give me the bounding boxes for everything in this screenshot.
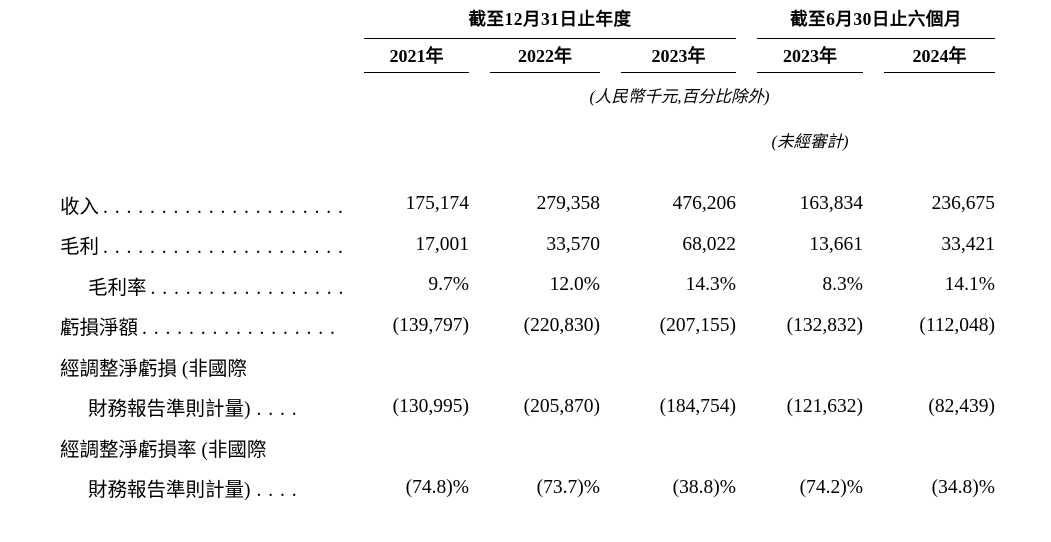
row-label: 收入	[60, 196, 100, 218]
unit-note-row: (人民幣千元,百分比除外)	[60, 72, 1051, 117]
cell-value: (121,632)	[786, 395, 863, 417]
row-label: 經調整淨虧損率 (非國際	[60, 439, 267, 461]
row-label-cell: 財務報告準則計量) . . . .	[60, 473, 343, 502]
year-header-2024-interim: 2024年	[884, 38, 995, 73]
cell-value: (207,155)	[659, 314, 736, 336]
cell-value: (132,832)	[786, 314, 863, 336]
cell-value: 175,174	[405, 193, 469, 215]
cell-value: (205,870)	[523, 395, 600, 417]
leader-dots: . . . .	[256, 399, 298, 421]
column-group-header-row: 截至12月31日止年度 截至6月30日止六個月	[60, 0, 1051, 39]
table-row-adjusted-net-loss-rate-line2: 財務報告準則計量) . . . . (74.8)% (73.7)% (38.8)…	[60, 468, 1051, 509]
leader-dots: . . . .	[256, 480, 298, 502]
leader-dots: . . . . . . . . . . . . . . . . . . . . …	[103, 196, 343, 218]
cell-value: 9.7%	[428, 274, 469, 296]
row-label-cell: 經調整淨虧損率 (非國際	[60, 433, 343, 462]
spacer	[60, 162, 1051, 184]
year-header-row: 2021年 2022年 2023年 2023年 2024年	[60, 38, 1051, 73]
column-group-interim: 截至6月30日止六個月	[757, 0, 995, 39]
table-row-gross-margin: 毛利率 . . . . . . . . . . . . . . . . . . …	[60, 265, 1051, 306]
label-column-spacer	[60, 38, 343, 72]
cell-value: (184,754)	[659, 395, 736, 417]
row-label-cell: 毛利率 . . . . . . . . . . . . . . . . . . …	[60, 271, 343, 300]
row-label: 毛利	[60, 237, 100, 259]
cell-value: (74.2)%	[799, 476, 863, 498]
row-label-cell: 毛利 . . . . . . . . . . . . . . . . . . .…	[60, 230, 343, 259]
cell-value: 13,661	[809, 233, 863, 255]
cell-value: (112,048)	[919, 314, 995, 336]
cell-value: 33,421	[941, 233, 995, 255]
cell-value: (38.8)%	[672, 476, 736, 498]
row-label-cell: 財務報告準則計量) . . . .	[60, 392, 343, 421]
table-row-adjusted-net-loss-line1: 經調整淨虧損 (非國際	[60, 346, 1051, 387]
row-label-cell: 虧損淨額 . . . . . . . . . . . . . . . . . .…	[60, 311, 343, 340]
cell-value: (139,797)	[392, 314, 469, 336]
year-header-2023-interim: 2023年	[757, 38, 863, 73]
financial-summary-table: 截至12月31日止年度 截至6月30日止六個月 2021年 2022年 2023…	[60, 0, 1051, 509]
unaudited-note-row: (未經審計)	[60, 117, 1051, 162]
leader-dots: . . . . . . . . . . . . . . . . . . . . …	[142, 318, 343, 340]
row-label-cell: 收入 . . . . . . . . . . . . . . . . . . .…	[60, 190, 343, 219]
unit-note: (人民幣千元,百分比除外)	[589, 86, 770, 106]
cell-value: 12.0%	[549, 274, 600, 296]
unaudited-note: (未經審計)	[771, 131, 849, 151]
cell-value: (74.8)%	[405, 476, 469, 498]
cell-value: 68,022	[682, 233, 736, 255]
cell-value: 279,358	[536, 193, 600, 215]
cell-value: (130,995)	[392, 395, 469, 417]
table-row-gross-profit: 毛利 . . . . . . . . . . . . . . . . . . .…	[60, 225, 1051, 266]
table-row-adjusted-net-loss-line2: 財務報告準則計量) . . . . (130,995) (205,870) (1…	[60, 387, 1051, 428]
row-label: 財務報告準則計量)	[88, 480, 251, 502]
cell-value: (220,830)	[523, 314, 600, 336]
year-header-2023: 2023年	[621, 38, 736, 73]
cell-value: 236,675	[931, 193, 995, 215]
table-row-revenue: 收入 . . . . . . . . . . . . . . . . . . .…	[60, 184, 1051, 225]
leader-dots: . . . . . . . . . . . . . . . . . . . . …	[103, 237, 343, 259]
column-group-annual: 截至12月31日止年度	[364, 0, 736, 39]
row-label: 經調整淨虧損 (非國際	[60, 358, 247, 380]
cell-value: 33,570	[546, 233, 600, 255]
label-column-spacer	[60, 0, 343, 38]
cell-value: 17,001	[415, 233, 469, 255]
year-header-2022: 2022年	[490, 38, 600, 73]
year-header-2021: 2021年	[364, 38, 469, 73]
cell-value: 14.3%	[685, 274, 736, 296]
cell-value: (34.8)%	[931, 476, 995, 498]
row-label-cell: 經調整淨虧損 (非國際	[60, 352, 343, 381]
row-label: 虧損淨額	[60, 318, 139, 340]
table-row-adjusted-net-loss-rate-line1: 經調整淨虧損率 (非國際	[60, 427, 1051, 468]
cell-value: (82,439)	[928, 395, 995, 417]
cell-value: 14.1%	[944, 274, 995, 296]
cell-value: (73.7)%	[536, 476, 600, 498]
cell-value: 476,206	[672, 193, 736, 215]
cell-value: 8.3%	[822, 274, 863, 296]
table-row-net-loss: 虧損淨額 . . . . . . . . . . . . . . . . . .…	[60, 306, 1051, 347]
row-label: 毛利率	[88, 277, 147, 299]
leader-dots: . . . . . . . . . . . . . . . . . . . . …	[150, 277, 343, 299]
cell-value: 163,834	[799, 193, 863, 215]
row-label: 財務報告準則計量)	[88, 399, 251, 421]
